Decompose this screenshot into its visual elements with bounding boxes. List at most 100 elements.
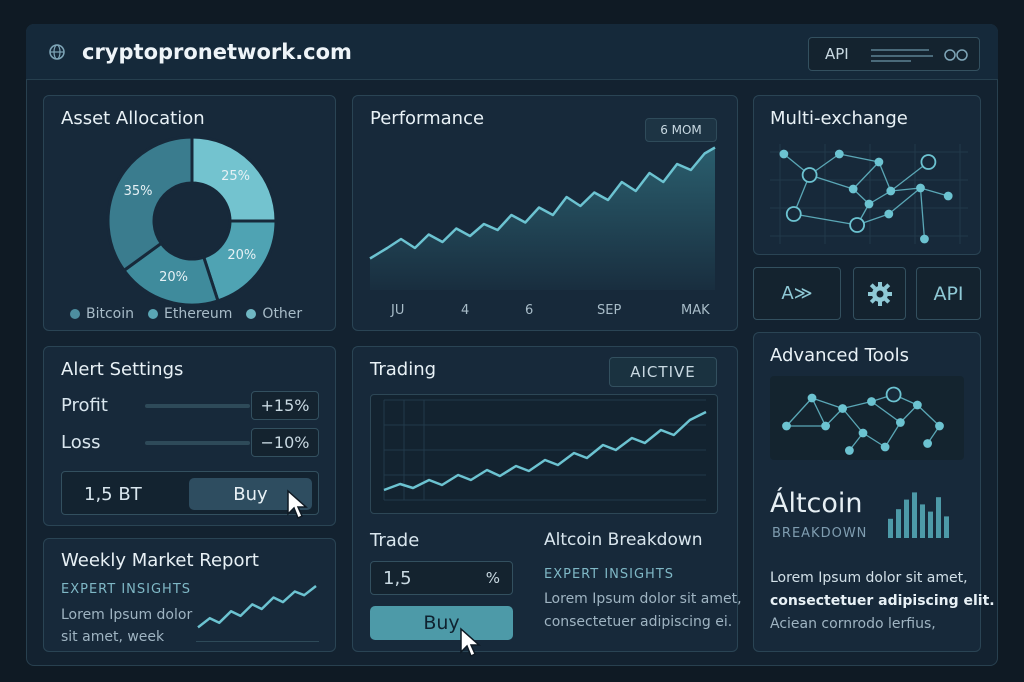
trend-line xyxy=(197,585,317,629)
network-node xyxy=(801,167,818,183)
network-node xyxy=(782,421,791,431)
site-domain: cryptopronetwork.com xyxy=(82,40,352,64)
advanced-text-2: consectetuer adipiscing elit. xyxy=(770,593,995,609)
cursor-icon xyxy=(460,627,481,658)
network-node xyxy=(886,186,896,196)
network-edge xyxy=(916,404,940,427)
network-edge xyxy=(842,400,872,410)
trade-amount-value: 1,5 xyxy=(383,567,412,589)
network-node xyxy=(864,199,874,209)
auto-trade-button[interactable]: A≫ xyxy=(753,267,841,320)
network-edge xyxy=(852,161,880,190)
api-status-bar[interactable]: API xyxy=(808,37,980,71)
trend-line xyxy=(383,410,707,492)
order-amount: 1,5 BT xyxy=(84,484,142,505)
allocation-slice-label: 20% xyxy=(227,247,257,263)
altcoin-breakdown-text-1: Lorem Ipsum dolor sit amet, xyxy=(544,591,742,607)
network-edge xyxy=(811,397,827,427)
network-edge xyxy=(871,400,901,424)
network-node xyxy=(874,157,884,167)
bar-icon-bar xyxy=(912,492,917,538)
weekly-report-subtitle: EXPERT INSIGHTS xyxy=(61,582,192,597)
performance-line-chart xyxy=(369,146,716,290)
network-edge xyxy=(890,161,929,192)
network-edge xyxy=(811,397,843,410)
legend-label: Other xyxy=(262,306,303,322)
legend-item: Other xyxy=(246,306,302,322)
network-node xyxy=(912,400,922,410)
network-edge xyxy=(888,187,921,215)
performance-x-tick: 6 xyxy=(525,303,534,318)
weekly-report-divider xyxy=(196,641,319,642)
network-node xyxy=(807,393,817,403)
allocation-slice-label: 25% xyxy=(221,168,251,184)
allocation-donut-chart xyxy=(106,135,278,307)
performance-x-tick: MAK xyxy=(681,303,710,318)
api-button[interactable]: API xyxy=(916,267,981,320)
trend-line xyxy=(369,146,716,260)
network-edge xyxy=(919,187,926,240)
performance-x-tick: SEP xyxy=(597,303,622,318)
weekly-report-text-2: sit amet, week xyxy=(61,629,165,645)
network-node xyxy=(838,404,847,413)
asset-allocation-title: Asset Allocation xyxy=(61,108,205,129)
allocation-slice-label: 35% xyxy=(123,184,153,200)
trade-amount-input[interactable]: 1,5 % xyxy=(370,561,513,595)
network-edge xyxy=(793,213,858,226)
allocation-slice xyxy=(190,135,278,223)
loss-value-field[interactable]: −10% xyxy=(251,428,319,457)
api-progress-lines xyxy=(871,47,933,63)
network-node xyxy=(885,386,902,403)
settings-button[interactable] xyxy=(853,267,906,320)
legend-label: Ethereum xyxy=(164,306,233,322)
network-edge xyxy=(878,161,892,192)
loss-label: Loss xyxy=(61,432,101,453)
legend-dot xyxy=(70,309,80,319)
altcoin-breakdown-subtitle: EXPERT INSIGHTS xyxy=(544,567,675,582)
bar-icon-bar xyxy=(920,504,925,538)
network-node xyxy=(834,149,844,159)
api-badge-label: API xyxy=(825,45,849,63)
trade-buy-button[interactable]: Buy xyxy=(370,606,513,640)
trade-amount-unit: % xyxy=(485,569,500,587)
network-node xyxy=(943,191,953,201)
network-edge xyxy=(839,153,880,163)
profit-slider-track[interactable] xyxy=(145,404,250,408)
alert-settings-title: Alert Settings xyxy=(61,359,184,380)
network-node xyxy=(923,439,933,448)
network-node xyxy=(848,184,858,194)
advanced-tools-title: Advanced Tools xyxy=(770,345,909,366)
network-node xyxy=(785,206,802,222)
network-node xyxy=(849,217,866,233)
network-node xyxy=(821,421,830,431)
weekly-report-title: Weekly Market Report xyxy=(61,550,259,571)
network-edge xyxy=(920,187,949,197)
breakdown-label: BREAKDOWN xyxy=(772,526,868,541)
profit-value-field[interactable]: +15% xyxy=(251,391,319,420)
legend-item: Bitcoin xyxy=(70,306,134,322)
weekly-report-panel xyxy=(43,538,336,652)
profit-label: Profit xyxy=(61,395,108,416)
loss-slider-track[interactable] xyxy=(145,441,250,445)
network-node xyxy=(935,421,944,431)
trading-line-chart xyxy=(383,399,707,501)
auto-trade-label: A≫ xyxy=(781,283,813,304)
altcoin-bar-icon xyxy=(888,492,949,538)
bar-icon-bar xyxy=(904,499,909,538)
allocation-legend: Bitcoin Ethereum Other xyxy=(70,306,302,322)
network-node xyxy=(845,446,854,455)
altcoin-breakdown-title: Altcoin Breakdown xyxy=(544,530,703,550)
bar-icon-bar xyxy=(936,497,941,538)
network-edge xyxy=(842,408,864,434)
network-node xyxy=(867,397,876,406)
allocation-slice xyxy=(106,135,194,273)
cursor-icon xyxy=(287,489,308,520)
period-selector[interactable]: 6 MOM xyxy=(645,118,717,142)
performance-x-tick: 4 xyxy=(461,303,470,318)
legend-dot xyxy=(148,309,159,319)
weekly-report-text-1: Lorem Ipsum dolor xyxy=(61,607,193,623)
trading-chart-frame xyxy=(370,394,718,514)
gear-icon xyxy=(867,281,893,307)
toggle-icon[interactable] xyxy=(943,47,969,63)
allocation-slice-label: 20% xyxy=(159,270,189,285)
